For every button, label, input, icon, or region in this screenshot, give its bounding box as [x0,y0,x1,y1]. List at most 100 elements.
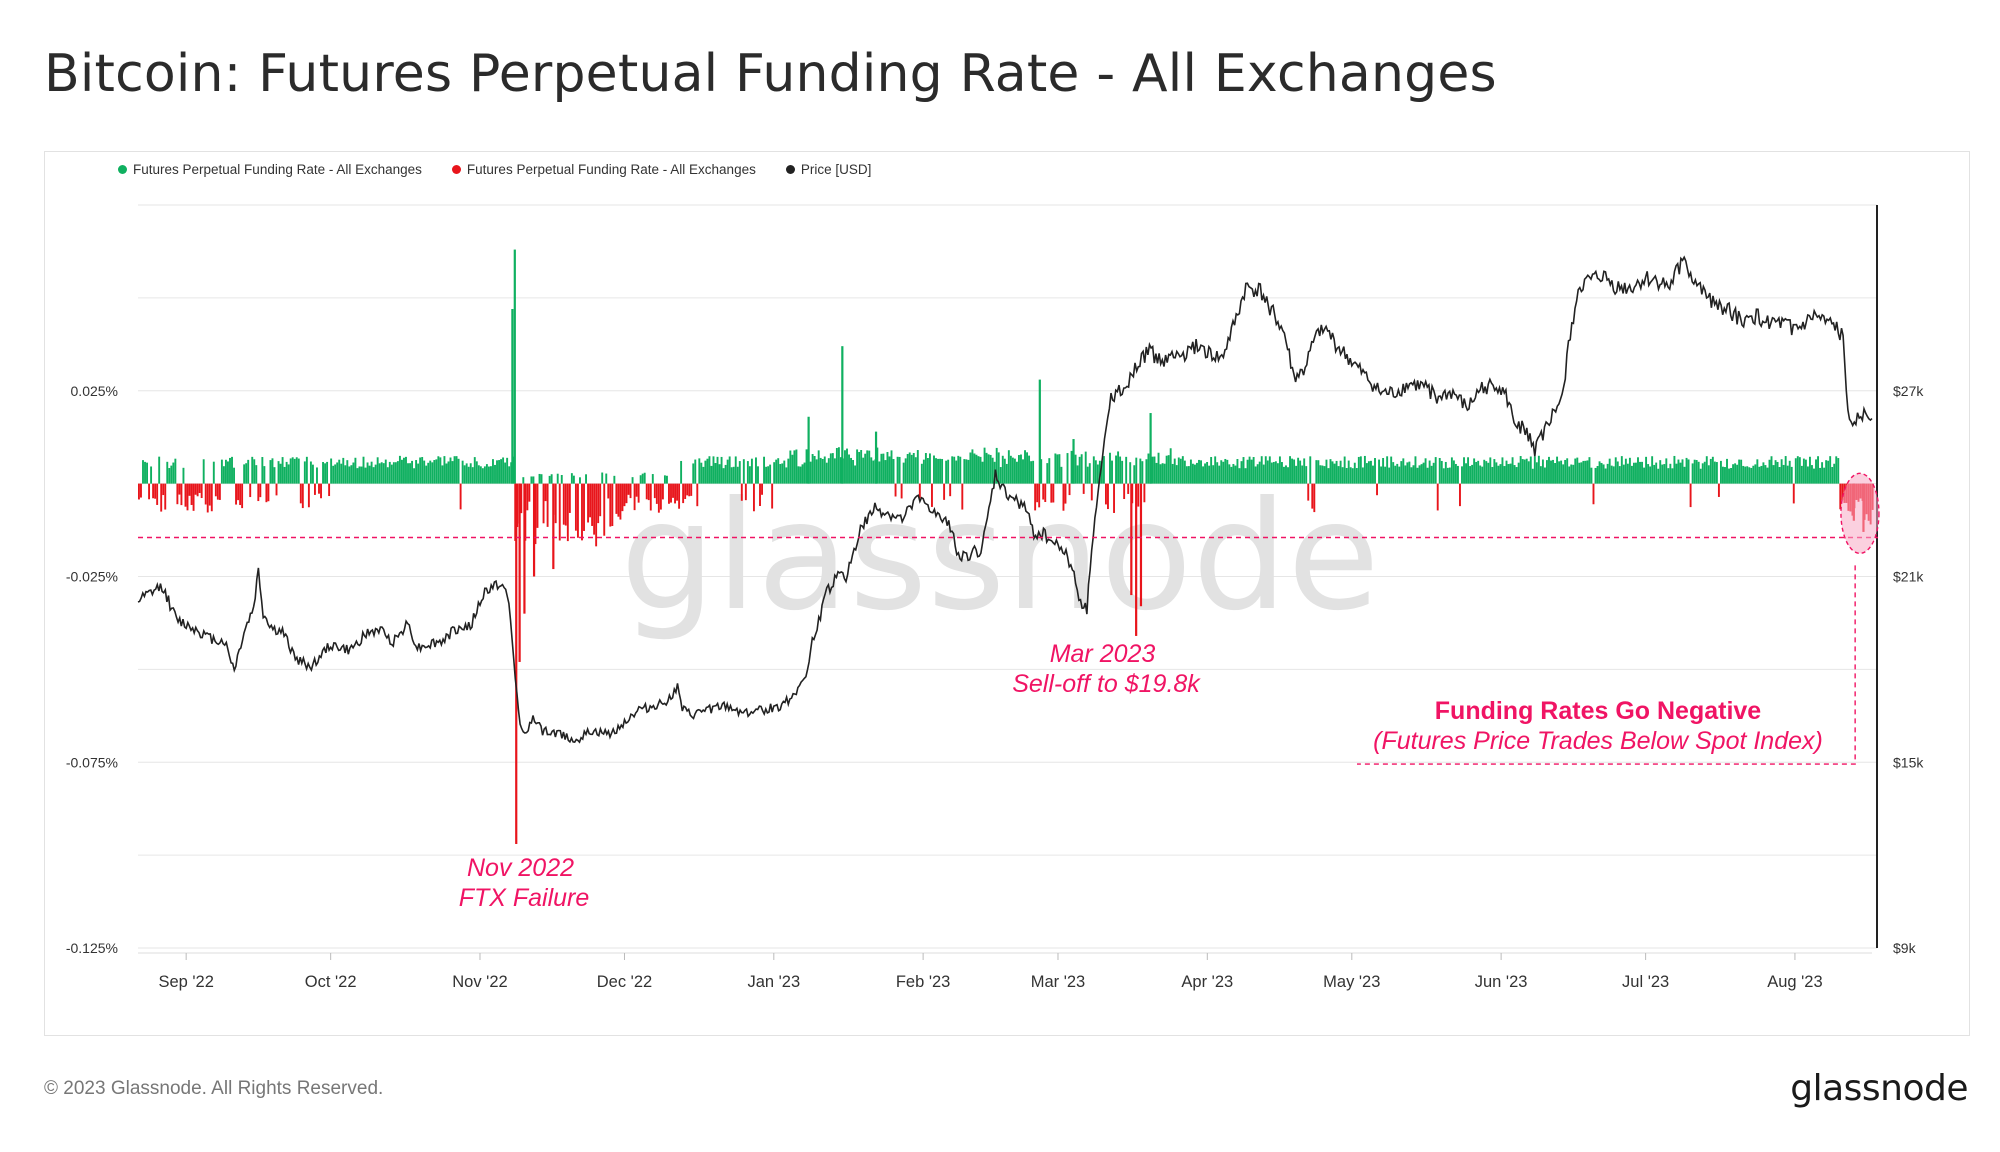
funding-bar [1578,462,1581,484]
funding-bar [305,456,308,484]
funding-bar [969,452,972,484]
funding-bar [1724,467,1726,484]
funding-bar [1734,463,1737,484]
funding-bar [1454,463,1457,484]
funding-bar [943,483,946,500]
funding-bar [1790,466,1793,484]
funding-bar [1461,466,1463,484]
funding-bar [1096,464,1099,484]
funding-bar [686,483,689,496]
funding-bar [463,465,466,484]
funding-bar [445,463,448,484]
funding-bar [1372,465,1374,484]
funding-bar [961,483,964,510]
funding-bar [1576,457,1579,484]
funding-bar [900,483,903,499]
funding-bar [1782,464,1785,484]
legend-item-funding-negative[interactable]: Futures Perpetual Funding Rate - All Exc… [451,162,756,177]
funding-spike [1130,483,1133,596]
funding-bar [477,465,480,484]
funding-bar [765,466,768,484]
funding-spike [1038,379,1041,484]
funding-bar [1722,466,1724,484]
funding-bar [1266,460,1269,484]
funding-bar [633,483,636,511]
funding-bar [1382,457,1385,484]
funding-bar [433,460,436,484]
legend-dot-black [785,165,795,174]
funding-bar [718,464,721,484]
funding-bar [538,473,541,484]
funding-bar [1436,483,1439,511]
funding-bar [740,483,743,501]
funding-bar [1501,457,1504,484]
funding-bar [1036,483,1039,503]
funding-bar [761,483,763,495]
funding-bar [376,457,379,484]
funding-bar [1208,465,1211,484]
funding-bar [1469,466,1472,484]
funding-bar [1841,483,1844,501]
funding-bar [963,459,966,484]
funding-bar [1214,456,1217,484]
funding-bar [1234,465,1237,484]
funding-bar [1489,457,1492,484]
legend-item-funding-positive[interactable]: Futures Perpetual Funding Rate - All Exc… [118,162,422,177]
funding-bar [655,483,658,504]
funding-bar [1175,465,1178,484]
funding-bar [589,483,592,518]
funding-bar [1050,483,1053,503]
x-tick-label: Nov '22 [452,973,507,991]
funding-spike [874,431,878,484]
funding-bar [1604,468,1607,484]
funding-bar [1434,457,1437,484]
funding-bar [985,452,988,484]
funding-bar [1521,459,1524,484]
funding-bar [522,477,525,484]
funding-bar [394,462,397,484]
funding-bar [1218,465,1221,484]
funding-bar [1594,467,1597,484]
funding-bar [1030,461,1033,484]
funding-bar [1606,463,1609,484]
funding-bar [696,483,699,507]
funding-spike [807,416,810,484]
funding-bar [1080,454,1083,484]
funding-bar [1653,464,1656,484]
funding-bar [358,466,361,484]
funding-bar [156,483,159,505]
funding-bar [457,458,460,484]
funding-bar [1568,466,1571,484]
funding-bar [659,483,662,510]
funding-bar [1772,465,1775,484]
funding-bar [1695,460,1698,484]
funding-bar [1687,459,1690,484]
legend-item-price[interactable]: Price [USD] [785,162,871,177]
funding-bar [1151,456,1154,484]
funding-bar [1738,459,1741,484]
funding-bar [1760,465,1763,484]
funding-bar [220,459,223,484]
funding-bar [748,466,751,484]
funding-bar [1337,466,1340,484]
funding-bar [1060,466,1063,484]
funding-bar [886,451,889,484]
funding-bar [1278,456,1281,484]
funding-bar [1774,460,1777,484]
funding-bar [651,474,654,484]
funding-bar [1813,468,1815,484]
funding-bar [926,458,929,484]
funding-bar [862,457,865,484]
funding-bar [1090,483,1093,501]
funding-bar [245,463,248,484]
funding-bar [1614,457,1617,484]
funding-bar [360,466,363,484]
funding-bar [639,475,642,484]
funding-bar [465,463,468,484]
funding-bar [1054,453,1057,484]
funding-bar [1129,462,1132,484]
funding-bar [447,461,450,484]
funding-bar [318,483,320,494]
x-tick-label: May '23 [1323,973,1380,991]
funding-bar [1802,458,1805,484]
